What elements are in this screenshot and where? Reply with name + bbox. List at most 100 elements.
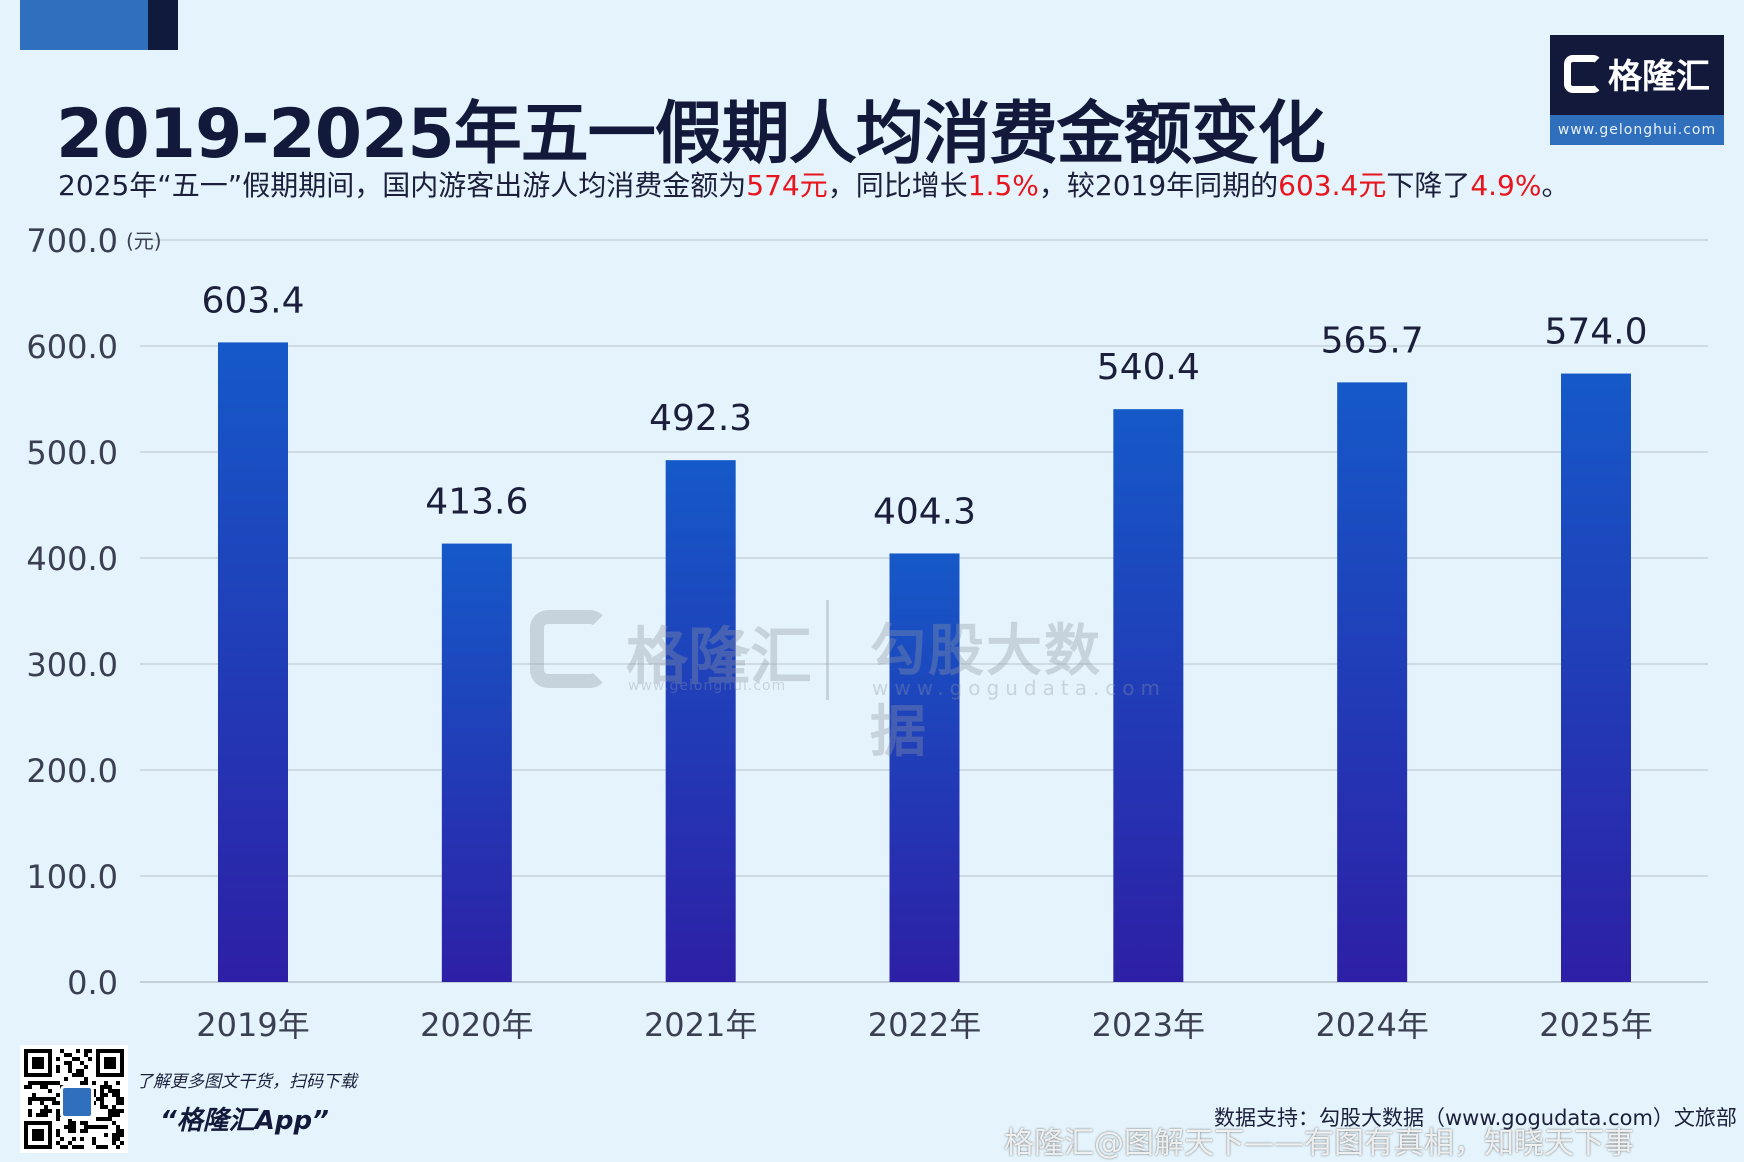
qr-module	[100, 1089, 104, 1093]
qr-module	[56, 1093, 60, 1097]
qr-module	[84, 1125, 88, 1129]
qr-module	[56, 1069, 60, 1073]
qr-module	[108, 1089, 112, 1093]
qr-module	[100, 1105, 104, 1109]
qr-module	[68, 1053, 72, 1057]
qr-module	[96, 1145, 100, 1149]
x-tick-label: 2023年	[1092, 1006, 1205, 1044]
qr-module	[116, 1089, 120, 1093]
qr-module	[68, 1125, 72, 1129]
y-tick-label: 300.0	[26, 646, 118, 684]
qr-pattern	[24, 1049, 124, 1149]
bar	[218, 342, 288, 982]
qr-module	[28, 1097, 32, 1101]
qr-module	[84, 1121, 88, 1125]
qr-module	[68, 1065, 72, 1069]
qr-module	[28, 1085, 32, 1089]
qr-module	[80, 1137, 84, 1141]
qr-module	[72, 1121, 76, 1125]
qr-module	[84, 1065, 88, 1069]
bar-value-label: 574.0	[1544, 312, 1647, 353]
bar-value-label: 413.6	[425, 482, 528, 523]
qr-module	[72, 1073, 76, 1077]
qr-module	[48, 1081, 52, 1085]
qr-module	[100, 1117, 104, 1121]
qr-module	[100, 1085, 104, 1089]
qr-module	[32, 1097, 36, 1101]
qr-module	[80, 1121, 84, 1125]
qr-module	[68, 1069, 72, 1073]
corner-accent-light	[20, 0, 148, 50]
qr-module	[100, 1093, 104, 1097]
qr-module	[92, 1093, 96, 1097]
watermark-right-name: 勾股大数据	[870, 619, 1102, 765]
qr-module	[116, 1093, 120, 1097]
qr-module	[40, 1109, 44, 1113]
promo-app-name: “格隆汇App”	[160, 1106, 329, 1136]
qr-module	[52, 1101, 56, 1105]
y-axis-unit: (元)	[126, 229, 162, 253]
brand-g-icon	[1564, 54, 1602, 93]
subtitle-highlight-4: 4.9%	[1470, 169, 1542, 202]
qr-module	[72, 1145, 76, 1149]
qr-module	[112, 1133, 116, 1137]
x-tick-label: 2019年	[196, 1006, 309, 1044]
qr-module	[28, 1113, 32, 1117]
qr-module	[56, 1065, 60, 1069]
qr-module	[112, 1141, 116, 1145]
qr-module	[92, 1125, 96, 1129]
qr-module	[56, 1109, 60, 1113]
qr-module	[80, 1145, 84, 1149]
qr-module	[120, 1141, 124, 1145]
qr-module	[120, 1101, 124, 1105]
qr-module	[44, 1113, 48, 1117]
qr-module	[100, 1145, 104, 1149]
qr-module	[68, 1121, 72, 1125]
qr-module	[112, 1089, 116, 1093]
x-tick-label: 2025年	[1539, 1006, 1652, 1044]
qr-module	[108, 1117, 112, 1121]
qr-module	[36, 1113, 40, 1117]
subtitle-text-3: ，较2019年同期的	[1038, 169, 1279, 202]
qr-module	[104, 1093, 108, 1097]
subtitle-highlight-2: 1.5%	[967, 169, 1039, 202]
qr-module	[104, 1081, 108, 1085]
qr-module	[120, 1109, 124, 1113]
qr-module	[116, 1081, 120, 1085]
qr-module	[56, 1129, 60, 1133]
qr-module	[28, 1081, 32, 1085]
qr-module	[96, 1097, 100, 1101]
qr-module	[56, 1081, 60, 1085]
qr-module	[92, 1089, 96, 1093]
watermark-separator	[826, 600, 829, 700]
qr-finder	[104, 1057, 116, 1069]
qr-module	[32, 1093, 36, 1097]
bar-value-label: 492.3	[649, 398, 752, 439]
bar	[1561, 373, 1631, 982]
qr-module	[104, 1145, 108, 1149]
qr-module	[108, 1109, 112, 1113]
qr-module	[44, 1109, 48, 1113]
qr-module	[64, 1053, 68, 1057]
qr-module	[96, 1125, 100, 1129]
qr-module	[64, 1061, 68, 1065]
qr-logo-icon	[60, 1085, 94, 1119]
qr-module	[92, 1137, 96, 1141]
y-tick-label: 700.0	[26, 222, 118, 260]
qr-module	[88, 1057, 92, 1061]
bar-value-label: 540.4	[1097, 347, 1200, 388]
qr-module	[112, 1109, 116, 1113]
subtitle-text-5: 。	[1541, 169, 1570, 202]
qr-module	[92, 1141, 96, 1145]
qr-module	[120, 1133, 124, 1137]
qr-module	[56, 1117, 60, 1121]
qr-module	[88, 1049, 92, 1053]
qr-module	[108, 1113, 112, 1117]
qr-module	[64, 1077, 68, 1081]
qr-module	[40, 1101, 44, 1105]
qr-module	[56, 1057, 60, 1061]
qr-module	[60, 1145, 64, 1149]
bar-value-label: 404.3	[873, 491, 976, 532]
qr-module	[44, 1081, 48, 1085]
qr-module	[48, 1089, 52, 1093]
